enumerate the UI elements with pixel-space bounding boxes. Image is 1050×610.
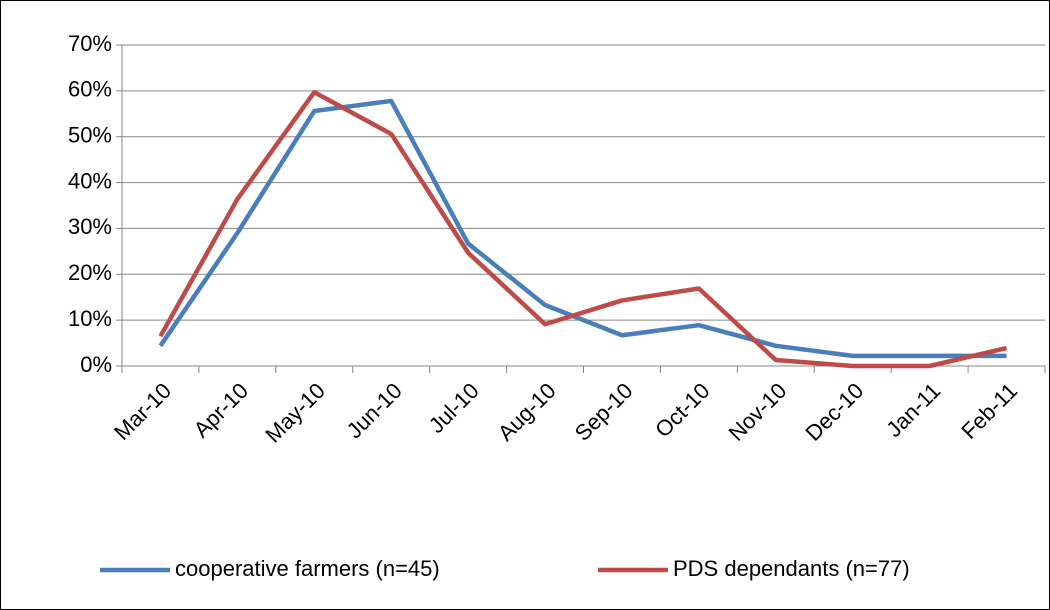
y-tick-label: 20% <box>68 260 112 285</box>
y-tick-label: 10% <box>68 306 112 331</box>
series-line <box>158 89 1008 369</box>
legend-label: cooperative farmers (n=45) <box>175 556 440 581</box>
y-tick-label: 30% <box>68 214 112 239</box>
y-tick-label: 60% <box>68 77 112 102</box>
y-tick-label: 70% <box>68 31 112 56</box>
legend-label: PDS dependants (n=77) <box>673 556 910 581</box>
y-tick-label: 0% <box>80 352 112 377</box>
y-tick-label: 40% <box>68 168 112 193</box>
y-tick-label: 50% <box>68 123 112 148</box>
series-line <box>158 98 1007 359</box>
